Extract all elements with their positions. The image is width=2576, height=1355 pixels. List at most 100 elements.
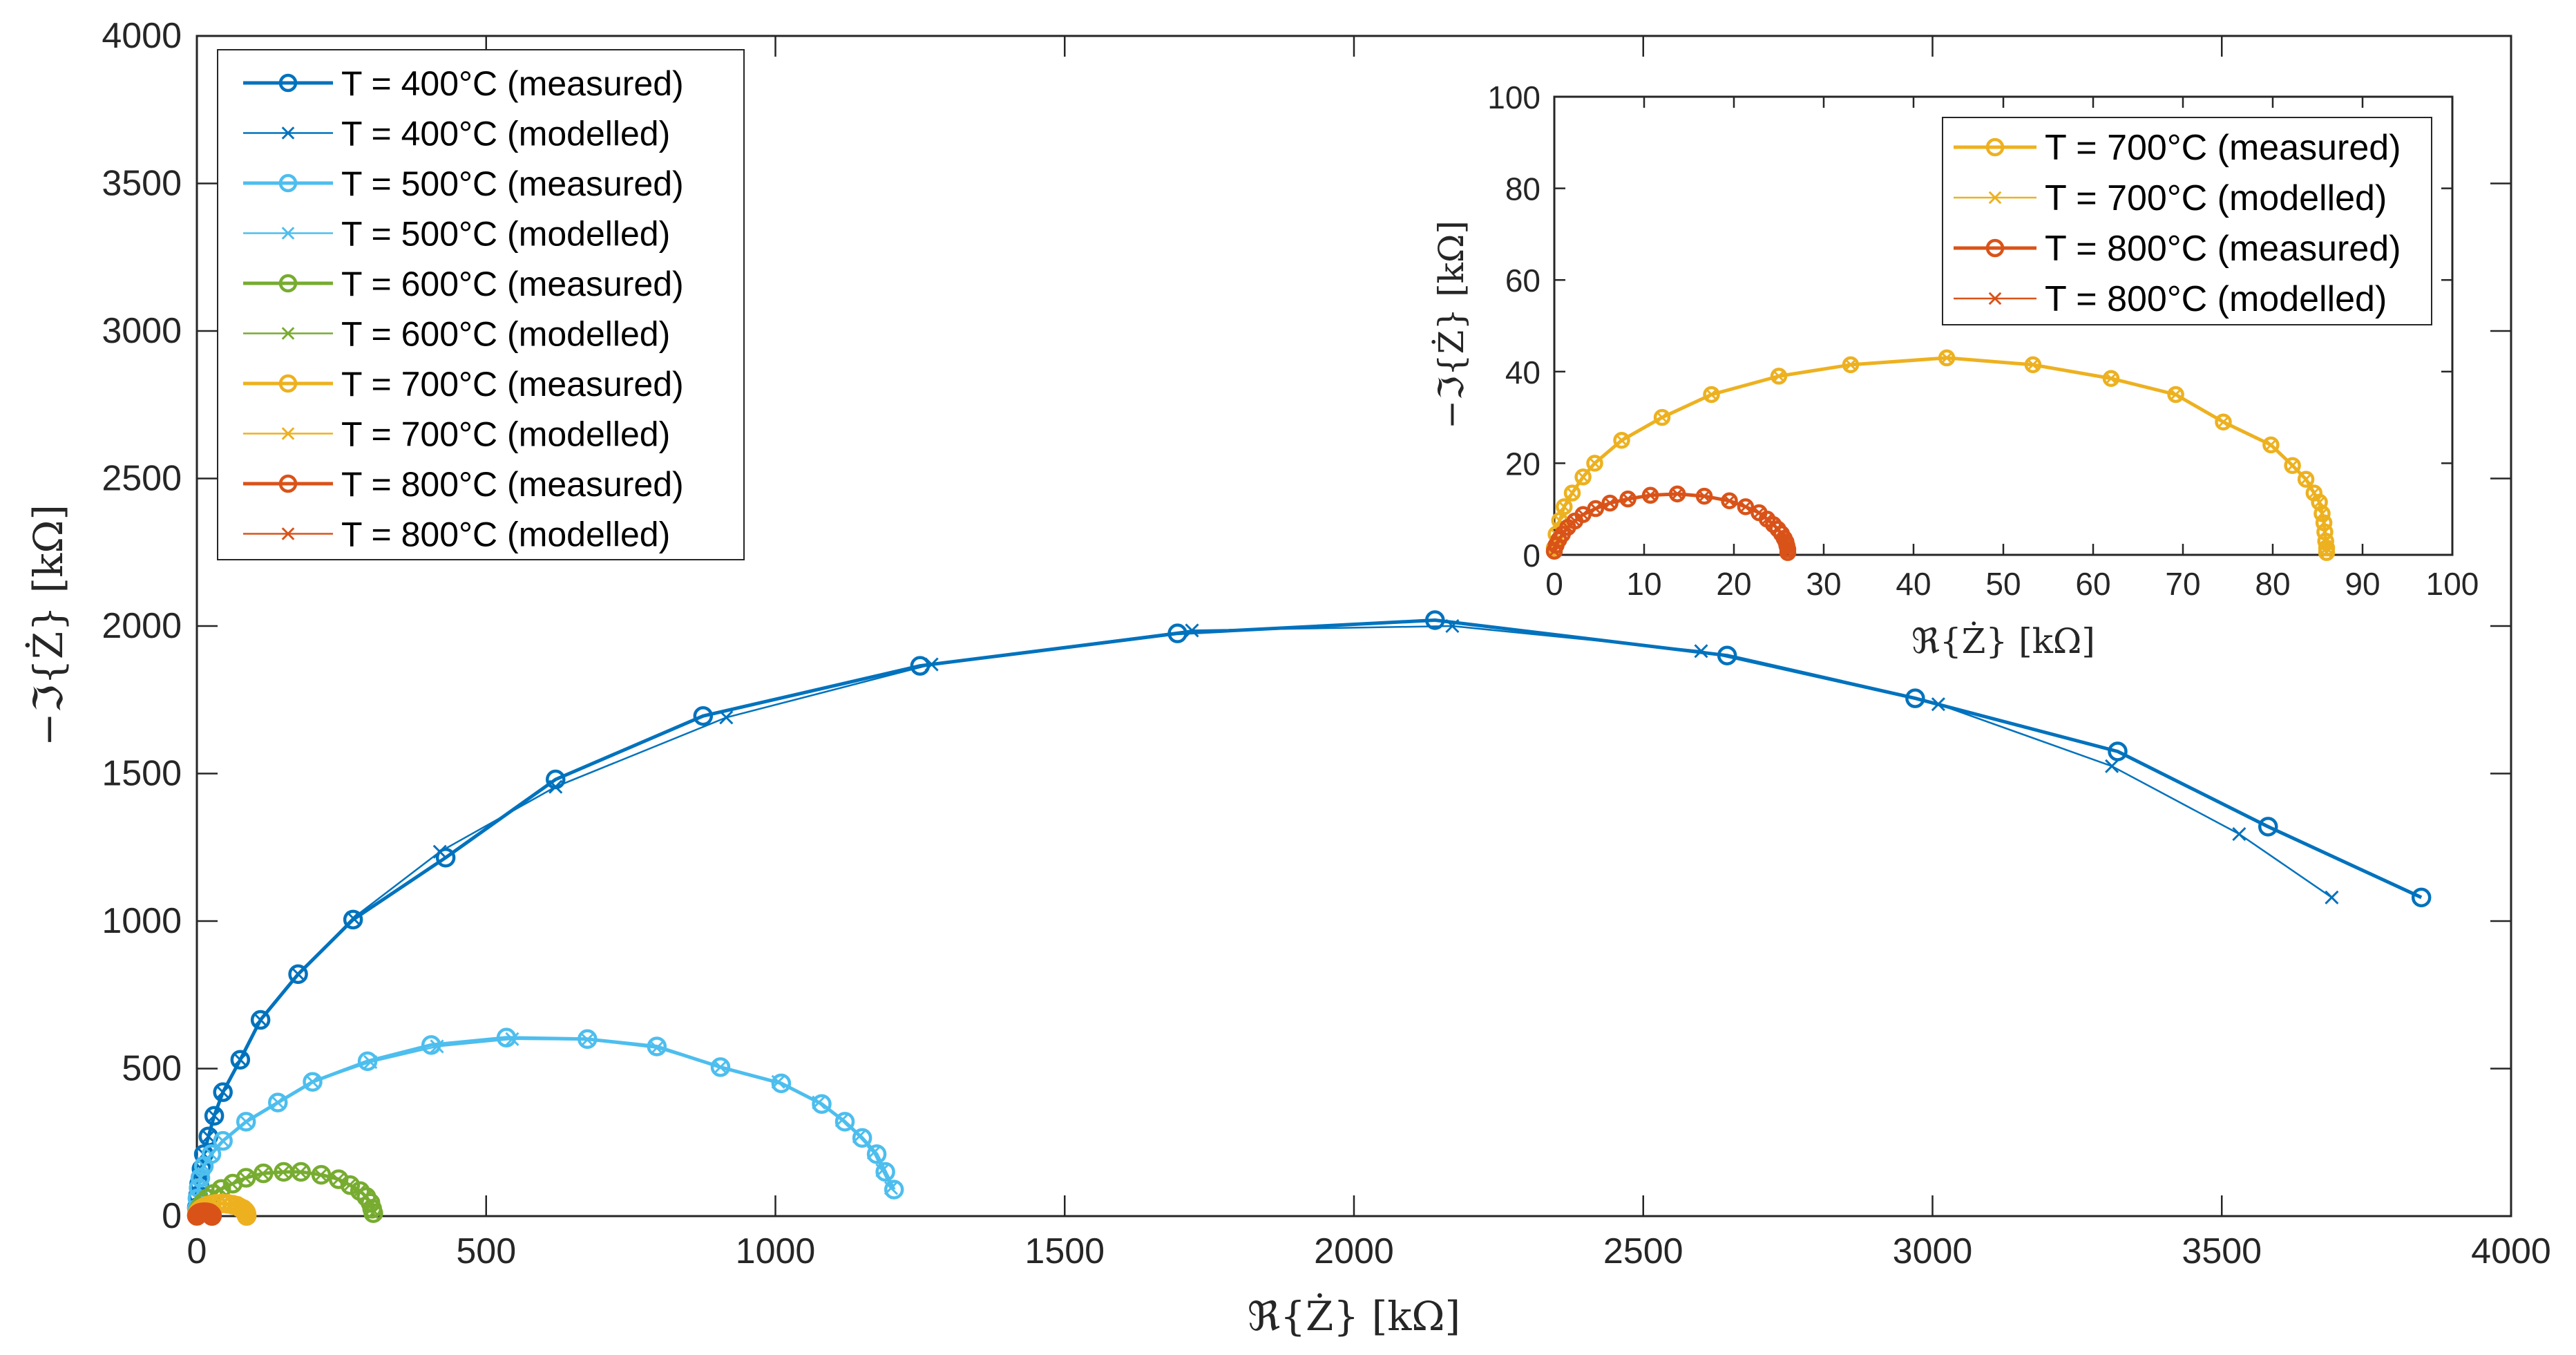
inset-legend-box [1942, 117, 2432, 325]
inset-legend-label: T = 800°C (modelled) [2045, 279, 2387, 319]
main-point [852, 1129, 867, 1144]
main-legend-point [281, 327, 295, 340]
main-point [363, 1195, 377, 1210]
main-point [884, 1181, 899, 1195]
main-point [812, 1095, 826, 1110]
inset-axis-ticks: 0 10 20 30 40 50 60 70 80 90 100 0 20 40 60 80 100 [1487, 79, 2479, 602]
inset-legend-point [1988, 191, 2002, 205]
main-point [710, 1057, 731, 1077]
inset-point [1723, 495, 1736, 507]
main-point [305, 1074, 320, 1089]
main-point [204, 1106, 225, 1126]
inset-point [2284, 457, 2301, 474]
main-legend-entry: T = 700°C (measured) [243, 365, 684, 404]
main-point [230, 1050, 251, 1070]
main-point [1445, 618, 1460, 634]
inset-legend-entry: T = 800°C (modelled) [1954, 279, 2387, 319]
main-point [220, 1197, 235, 1211]
main-x-axis-label: ℜ{Ż} [kΩ] [1248, 1293, 1460, 1340]
main-point [216, 1134, 230, 1148]
main-legend-label: T = 600°C (modelled) [341, 315, 670, 354]
main-point [352, 1184, 367, 1198]
main-legend-point [278, 274, 298, 293]
inset-y-tick-label: 0 [1523, 538, 1540, 574]
main-point [201, 1129, 216, 1144]
inset-series-line [1553, 357, 2328, 553]
main-point [250, 1010, 271, 1030]
main-point [2258, 817, 2278, 837]
inset-point [1548, 545, 1561, 558]
inset-x-tick-label: 40 [1896, 566, 1931, 602]
inset-point [2217, 416, 2230, 428]
inset-point [2167, 386, 2184, 404]
main-point [314, 1168, 328, 1182]
inset-legend-label: T = 700°C (modelled) [2045, 178, 2387, 218]
inset-point [1698, 490, 1710, 502]
inset-point [1721, 492, 1738, 510]
main-point [713, 1060, 728, 1074]
main-point [236, 1112, 256, 1132]
main-legend-label: T = 400°C (modelled) [341, 115, 670, 153]
main-legend-entry: T = 400°C (measured) [243, 64, 684, 103]
main-legend-label: T = 700°C (measured) [341, 365, 684, 404]
inset-series-group [1545, 349, 2336, 561]
main-legend-entry: T = 600°C (measured) [243, 265, 684, 303]
inset-point [2215, 413, 2232, 430]
inset-x-tick-label: 10 [1626, 566, 1661, 602]
inset-point [1601, 494, 1619, 512]
main-x-tick-label: 3000 [1893, 1231, 1973, 1271]
main-point [2105, 759, 2119, 773]
main-point [866, 1144, 887, 1164]
inset-point [1737, 498, 1755, 515]
inset-point [1604, 497, 1616, 509]
main-point [256, 1166, 270, 1181]
main-x-tick-label: 4000 [2471, 1231, 2551, 1271]
inset-point [2287, 459, 2299, 472]
inset-x-tick-label: 20 [1716, 566, 1751, 602]
inset-point [1773, 370, 1785, 382]
inset-x-tick-label: 30 [1806, 566, 1841, 602]
main-legend-label: T = 700°C (modelled) [341, 415, 670, 454]
main-point [2325, 890, 2339, 904]
main-point [331, 1172, 345, 1187]
main-point [812, 1094, 832, 1114]
main-point [875, 1163, 890, 1177]
main-point [719, 710, 734, 725]
main-point [924, 657, 939, 672]
inset-point [1844, 359, 1857, 371]
inset-legend-point [1985, 238, 2005, 258]
main-legend-point [281, 527, 295, 540]
inset-legend-entry: T = 800°C (measured) [1954, 229, 2401, 269]
main-point [852, 1128, 872, 1148]
inset-point [1653, 408, 1671, 426]
main-point [834, 1113, 849, 1128]
main-legend-entry: T = 500°C (modelled) [243, 215, 670, 254]
main-legend-label: T = 800°C (modelled) [341, 515, 670, 554]
main-y-tick-label: 500 [122, 1049, 182, 1089]
main-point [213, 1130, 233, 1151]
inset-point [1656, 411, 1668, 424]
main-point [2411, 887, 2432, 908]
main-point [268, 1092, 288, 1112]
inset-point [2308, 486, 2320, 500]
inset-x-tick-label: 80 [2255, 566, 2290, 602]
main-point [207, 1108, 222, 1123]
main-y-tick-label: 3000 [102, 311, 182, 351]
inset-point [2170, 388, 2182, 401]
main-point [2232, 826, 2246, 842]
inset-legend: T = 700°C (measured) T = 700°C (modelled)… [1942, 117, 2432, 325]
inset-point [1556, 528, 1569, 540]
inset-point [1558, 500, 1570, 513]
main-x-tick-label: 0 [187, 1231, 207, 1271]
inset-point [1940, 352, 1953, 364]
main-legend-entry: T = 800°C (modelled) [243, 515, 670, 554]
inset-x-tick-label: 100 [2426, 566, 2479, 602]
main-point [1931, 697, 1945, 712]
main-legend-point [281, 427, 295, 440]
inset-point [1577, 509, 1590, 521]
inset-y-axis-label: −ℑ{Ż} [kΩ] [1431, 220, 1471, 429]
main-legend-entry: T = 400°C (modelled) [243, 115, 670, 153]
main-legend-label: T = 500°C (modelled) [341, 215, 670, 254]
main-point [1425, 610, 1445, 630]
